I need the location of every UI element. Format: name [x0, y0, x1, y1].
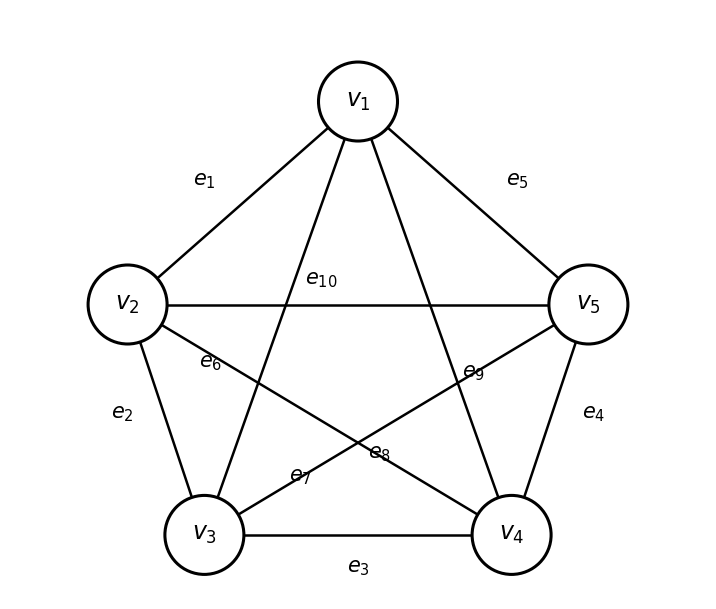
- Text: $v_5$: $v_5$: [576, 293, 601, 316]
- Circle shape: [88, 265, 167, 344]
- Text: $e_2$: $e_2$: [111, 404, 133, 424]
- Text: $e_3$: $e_3$: [347, 558, 369, 577]
- Text: $e_{10}$: $e_{10}$: [305, 270, 337, 290]
- Text: $e_8$: $e_8$: [369, 444, 392, 463]
- Text: $e_4$: $e_4$: [582, 404, 606, 424]
- Circle shape: [319, 62, 397, 141]
- Text: $v_3$: $v_3$: [192, 523, 217, 546]
- Circle shape: [549, 265, 628, 344]
- Text: $e_1$: $e_1$: [193, 171, 216, 191]
- Text: $v_1$: $v_1$: [346, 90, 370, 113]
- Text: $e_7$: $e_7$: [289, 467, 312, 487]
- Text: $v_2$: $v_2$: [115, 293, 140, 316]
- Circle shape: [165, 495, 244, 574]
- Text: $e_6$: $e_6$: [199, 354, 222, 373]
- Circle shape: [472, 495, 551, 574]
- Text: $e_9$: $e_9$: [463, 364, 485, 383]
- Text: $e_5$: $e_5$: [505, 171, 528, 191]
- Text: $v_4$: $v_4$: [499, 523, 524, 546]
